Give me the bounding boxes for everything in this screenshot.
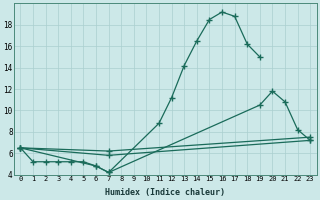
X-axis label: Humidex (Indice chaleur): Humidex (Indice chaleur) [105,188,225,197]
